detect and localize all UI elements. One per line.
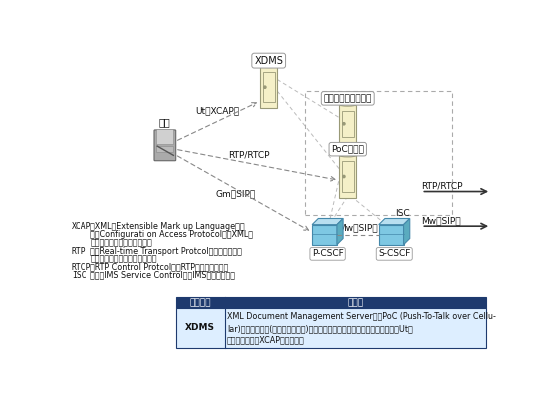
Text: RTCP: RTCP	[72, 263, 91, 272]
Text: ム・データ転送プロトコル: ム・データ転送プロトコル	[90, 255, 157, 264]
Text: 構成要素: 構成要素	[189, 298, 211, 307]
Text: Gm（SIP）: Gm（SIP）	[215, 189, 256, 198]
Bar	[156, 146, 173, 152]
Text: ：Real-time Transport Protcol　、リアルタイ: ：Real-time Transport Protcol 、リアルタイ	[90, 247, 243, 256]
Text: XML Document Management Server　。PoC (Push-To-Talk over Cellu-: XML Document Management Server 。PoC (Pus…	[227, 312, 496, 321]
Ellipse shape	[339, 103, 356, 106]
Text: ISC: ISC	[72, 271, 86, 280]
Circle shape	[343, 123, 345, 125]
Text: プレゼンス・サーバ: プレゼンス・サーバ	[323, 94, 372, 103]
Bar	[342, 111, 354, 137]
Text: PoCサーバ: PoCサーバ	[331, 145, 364, 154]
Text: RTP/RTCP: RTP/RTCP	[421, 182, 463, 191]
Polygon shape	[404, 218, 410, 245]
Bar	[342, 162, 354, 191]
Text: Mw（SIP）: Mw（SIP）	[338, 223, 378, 232]
Polygon shape	[337, 218, 343, 245]
Polygon shape	[379, 218, 410, 225]
Bar	[262, 72, 275, 102]
Text: S-CSCF: S-CSCF	[378, 249, 410, 258]
Text: 機　能: 機 能	[347, 298, 363, 307]
Bar	[260, 66, 277, 108]
Circle shape	[263, 86, 266, 88]
Bar	[156, 129, 173, 144]
Bar	[379, 225, 404, 245]
Text: RTP/RTCP: RTP/RTCP	[229, 151, 270, 160]
Text: XCAP: XCAP	[72, 222, 91, 231]
Text: Configurati on Access Protocol　、XML設: Configurati on Access Protocol 、XML設	[90, 230, 254, 239]
Text: P-CSCF: P-CSCF	[312, 249, 343, 258]
Bar	[339, 105, 356, 143]
Bar	[175, 308, 486, 348]
Bar	[175, 297, 486, 308]
Text: XDMS: XDMS	[185, 324, 215, 333]
Text: ISC: ISC	[395, 209, 409, 218]
Ellipse shape	[260, 65, 277, 67]
Text: lar)のグループや(コンタクトなど)のリスト管理を行うサーバ。端末との間のUtイ: lar)のグループや(コンタクトなど)のリスト管理を行うサーバ。端末との間のUt…	[227, 324, 412, 333]
Text: 定アクセス・プロトコル: 定アクセス・プロトコル	[90, 238, 152, 247]
FancyBboxPatch shape	[154, 130, 175, 161]
Ellipse shape	[339, 154, 356, 157]
Text: Ut（XCAP）: Ut（XCAP）	[195, 106, 240, 115]
Polygon shape	[312, 218, 343, 225]
Circle shape	[343, 175, 345, 178]
Text: XDMS: XDMS	[254, 56, 283, 65]
Text: ：RTP Control Protcol　、RTP制御プロトコル: ：RTP Control Protcol 、RTP制御プロトコル	[90, 263, 229, 272]
Bar	[339, 155, 356, 198]
Text: ンタフェースはXCAPを用いる。: ンタフェースはXCAPを用いる。	[227, 335, 305, 344]
Text: ：XML（Extensible Mark up Language　）: ：XML（Extensible Mark up Language ）	[90, 222, 245, 231]
Text: 端末: 端末	[159, 118, 170, 128]
Bar	[305, 92, 452, 215]
Text: Mw（SIP）: Mw（SIP）	[421, 216, 461, 225]
Bar	[312, 225, 337, 245]
Text: RTP: RTP	[72, 247, 86, 256]
Text: ：IMS Service Control　、IMSサービス制御: ：IMS Service Control 、IMSサービス制御	[90, 271, 235, 280]
